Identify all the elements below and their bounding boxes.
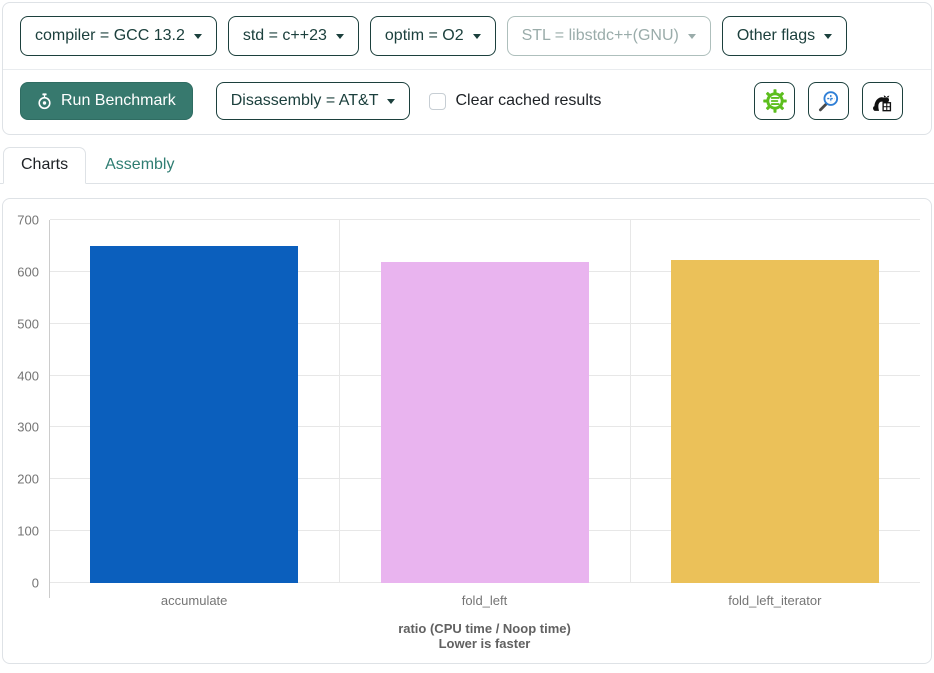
chevron-down-icon xyxy=(687,33,696,39)
optim-dropdown-label: optim = O2 xyxy=(384,27,464,44)
stl-dropdown-label: STL = libstdc++(GNU) xyxy=(521,27,679,44)
clear-cached-checkbox[interactable] xyxy=(429,92,447,110)
clear-cached-label: Clear cached results xyxy=(455,92,602,109)
y-axis-ticks: 0 100 200 300 400 500 600 700 xyxy=(3,213,43,591)
disassembly-dropdown-label: Disassembly = AT&T xyxy=(230,92,379,109)
chevron-down-icon xyxy=(193,33,202,39)
stl-dropdown: STL = libstdc++(GNU) xyxy=(506,16,711,56)
optim-dropdown[interactable]: optim = O2 xyxy=(369,16,496,56)
std-dropdown-label: std = c++23 xyxy=(242,27,327,44)
chevron-down-icon xyxy=(472,33,481,39)
gear-lines-icon xyxy=(762,88,788,114)
x-category-label: accumulate xyxy=(160,593,228,608)
y-tick-label: 500 xyxy=(17,316,39,332)
column-separator xyxy=(339,220,341,583)
column-separator xyxy=(629,220,631,583)
y-tick-label: 100 xyxy=(17,523,39,539)
chevron-down-icon xyxy=(824,33,833,39)
disassembly-dropdown[interactable]: Disassembly = AT&T xyxy=(215,82,411,120)
stopwatch-icon xyxy=(37,92,52,110)
run-benchmark-button[interactable]: Run Benchmark xyxy=(20,82,193,120)
toolbar-divider xyxy=(3,69,931,70)
y-axis-line xyxy=(49,220,50,598)
tab-charts[interactable]: Charts xyxy=(3,147,87,184)
chevron-down-icon xyxy=(387,98,396,104)
tab-bar: Charts Assembly xyxy=(0,147,934,184)
x-category-label: fold_left xyxy=(461,593,508,608)
action-row: Run Benchmark Disassembly = AT&T Clear c… xyxy=(3,70,931,134)
compiler-dropdown[interactable]: compiler = GCC 13.2 xyxy=(20,16,217,56)
y-tick-label: 400 xyxy=(17,368,39,384)
config-button-row: compiler = GCC 13.2 std = c++23 optim = … xyxy=(3,3,931,69)
bar-fold_left[interactable] xyxy=(380,262,589,583)
other-flags-dropdown[interactable]: Other flags xyxy=(721,16,848,56)
bar-accumulate[interactable] xyxy=(90,245,299,583)
x-category-label: fold_left_iterator xyxy=(728,593,822,608)
plot-area xyxy=(49,219,920,598)
other-flags-dropdown-label: Other flags xyxy=(736,27,816,44)
tab-assembly[interactable]: Assembly xyxy=(105,156,175,173)
y-tick-label: 700 xyxy=(17,212,39,228)
chart-card: 0 100 200 300 400 500 600 700 accumulate fold_le… xyxy=(2,198,932,664)
compiler-explorer-button[interactable] xyxy=(754,82,795,120)
bar-fold_left_iterator[interactable] xyxy=(670,259,879,583)
y-tick-label: 600 xyxy=(17,264,39,280)
x-axis-labels: accumulate fold_left fold_left_iterator xyxy=(49,593,920,609)
external-tool-buttons xyxy=(754,82,903,120)
compiler-dropdown-label: compiler = GCC 13.2 xyxy=(35,27,185,44)
chart-caption: ratio (CPU time / Noop time) Lower is fa… xyxy=(49,621,920,651)
cat-box-button[interactable] xyxy=(862,82,903,120)
magnifier-plus-icon xyxy=(816,89,841,114)
chart-subtitle: Lower is faster xyxy=(438,636,531,651)
y-tick-label: 200 xyxy=(17,471,39,487)
std-dropdown[interactable]: std = c++23 xyxy=(227,16,359,56)
cat-box-icon xyxy=(870,89,895,114)
chart-title: ratio (CPU time / Noop time) xyxy=(398,621,571,636)
run-benchmark-label: Run Benchmark xyxy=(61,92,176,109)
y-tick-label: 0 xyxy=(31,575,39,591)
chevron-down-icon xyxy=(335,33,344,39)
gridline xyxy=(50,219,920,220)
toolbar-card: compiler = GCC 13.2 std = c++23 optim = … xyxy=(2,2,932,135)
code-magnifier-button[interactable] xyxy=(808,82,849,120)
y-tick-label: 300 xyxy=(17,419,39,435)
